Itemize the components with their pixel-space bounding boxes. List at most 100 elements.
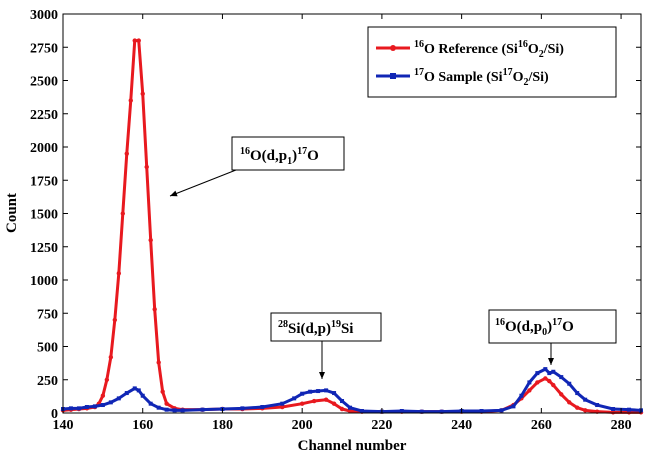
legend-label: 17O Sample (Si17O2/Si)	[414, 67, 549, 88]
superscript: 16	[414, 39, 424, 50]
x-tick-label: 160	[132, 418, 153, 433]
legend-marker	[390, 73, 396, 79]
arrowhead	[319, 372, 325, 379]
data-point	[108, 400, 113, 405]
subscript: 1	[287, 156, 292, 167]
data-point	[240, 406, 245, 411]
data-point	[582, 408, 588, 413]
data-point	[323, 397, 329, 402]
x-tick-label: 140	[53, 418, 74, 433]
data-point	[180, 408, 185, 413]
y-tick-label: 0	[51, 407, 58, 422]
data-point	[611, 407, 616, 412]
data-point	[148, 237, 153, 243]
data-point	[543, 376, 548, 381]
data-point	[120, 211, 125, 216]
data-point	[144, 164, 149, 170]
superscript: 17	[552, 317, 562, 328]
text-run: )	[292, 148, 297, 164]
x-tick-label: 240	[451, 418, 472, 433]
text-run: O	[562, 319, 574, 335]
data-point	[260, 405, 265, 410]
subscript: 2	[539, 49, 544, 60]
data-point	[547, 378, 552, 384]
data-point	[136, 388, 141, 393]
text-run: Si	[341, 321, 354, 337]
data-point	[280, 401, 285, 406]
y-tick-label: 1250	[30, 241, 58, 256]
data-point	[108, 354, 114, 360]
data-point	[567, 400, 572, 405]
data-point	[68, 406, 73, 411]
data-point	[148, 401, 153, 406]
y-tick-label: 3000	[30, 8, 58, 23]
data-point	[627, 407, 632, 412]
text-run: O(d,p	[250, 148, 287, 164]
data-point	[160, 389, 165, 394]
data-point	[575, 405, 580, 410]
data-point	[112, 317, 118, 323]
superscript: 17	[414, 67, 424, 78]
data-point	[359, 409, 364, 414]
annotation-box	[488, 309, 617, 344]
data-point	[316, 389, 321, 394]
text-run: O Reference (Si	[424, 42, 518, 57]
data-point	[567, 381, 572, 386]
y-tick-label: 2250	[30, 108, 58, 123]
text-run: Si(d,p)	[288, 321, 331, 337]
data-point	[340, 399, 345, 404]
data-point	[164, 401, 169, 406]
superscript: 16	[495, 317, 505, 328]
annotation-box	[231, 136, 345, 171]
text-run: O Sample (Si	[424, 70, 503, 85]
data-point	[172, 408, 177, 413]
data-point	[479, 409, 484, 414]
data-point	[583, 397, 588, 402]
data-point	[132, 386, 137, 391]
data-point	[347, 408, 353, 414]
data-point	[559, 375, 564, 380]
y-tick-label: 1000	[30, 274, 58, 289]
data-point	[527, 388, 532, 393]
annotation-arrow-line	[169, 169, 237, 197]
text-run: O	[307, 148, 319, 164]
data-point	[308, 389, 313, 394]
data-point	[140, 91, 145, 97]
data-point	[136, 38, 141, 43]
data-point	[519, 393, 524, 398]
legend-box	[367, 26, 617, 98]
annotation-label: 16O(d,p0)17O	[495, 317, 574, 338]
subscript: 0	[542, 327, 547, 338]
data-point	[300, 391, 305, 396]
data-point	[156, 405, 161, 410]
data-point	[399, 409, 404, 414]
text-run: O(d,p	[505, 319, 542, 335]
y-tick-label: 750	[37, 307, 58, 322]
data-point	[92, 404, 97, 409]
arrowhead	[170, 190, 178, 197]
data-point	[535, 371, 540, 376]
x-axis-title: Channel number	[298, 438, 407, 454]
y-tick-label: 250	[37, 374, 58, 389]
data-point	[547, 371, 552, 376]
x-tick-label: 220	[371, 418, 392, 433]
x-tick-label: 180	[212, 418, 233, 433]
superscript: 16	[518, 39, 528, 50]
y-tick-label: 500	[37, 341, 58, 356]
data-point	[332, 391, 337, 396]
y-axis-title: Count	[4, 193, 20, 233]
data-point	[280, 404, 285, 410]
x-tick-label: 260	[531, 418, 552, 433]
text-run: O	[528, 42, 539, 57]
ticks-layer: 140 160 180 200 220 240 260 2800250500750100012…	[30, 8, 641, 433]
data-point	[311, 398, 317, 404]
text-run: O	[513, 70, 524, 85]
arrowhead	[548, 358, 554, 365]
series-layer	[60, 38, 644, 415]
text-run: /Si)	[543, 42, 565, 57]
data-point	[331, 401, 337, 406]
ann-28si-dp: 28Si(d,p)19Si	[270, 312, 382, 379]
data-point	[559, 392, 564, 397]
